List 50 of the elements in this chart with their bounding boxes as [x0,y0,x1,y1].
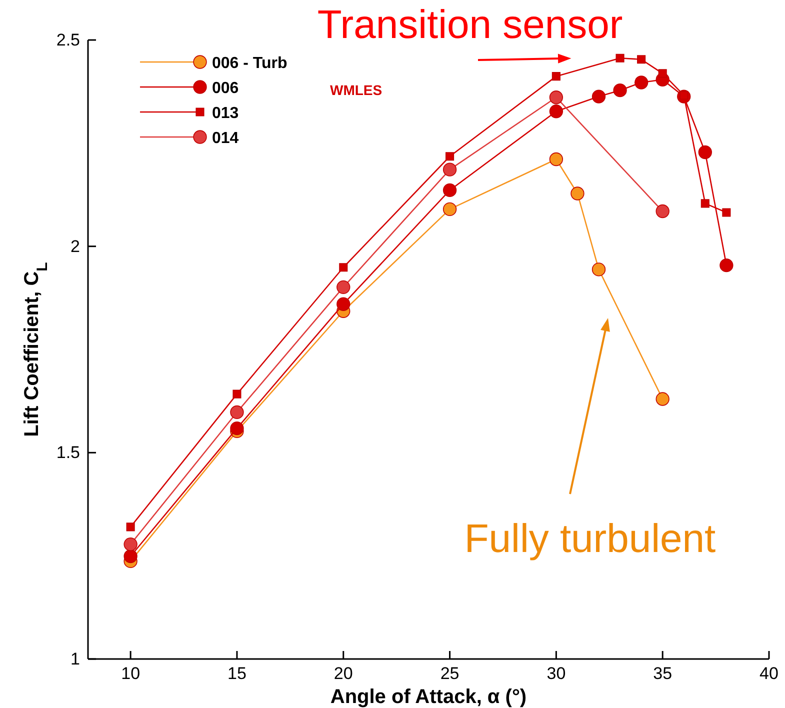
point [570,186,584,200]
point [442,183,457,198]
point [698,145,712,160]
annotation: Fully turbulent [464,517,716,561]
point [124,549,138,564]
x-tick-label: 40 [760,664,778,684]
point [634,76,648,90]
legend-label: 014 [212,130,239,147]
x-tick-label: 35 [653,664,672,684]
x-tick-label: 15 [228,664,246,684]
point [613,84,627,98]
point [230,422,244,436]
x-axis-title: Angle of Attack, α (°) [330,686,527,708]
x-tick-label: 20 [334,664,353,684]
legend-label: 006 [212,80,239,97]
point [446,152,454,161]
x-tick-label: 10 [121,664,140,684]
point [339,263,348,272]
point [720,258,734,272]
point [230,405,244,420]
legend-label: 013 [212,105,239,122]
point [336,297,350,311]
x-tick-label: 25 [440,664,460,684]
point [549,90,564,104]
point [126,522,135,532]
y-tick-label: 1 [70,649,80,668]
point [658,69,667,78]
point [549,104,564,118]
point [336,280,350,294]
point [656,204,670,218]
point [592,262,606,276]
y-tick-label: 2.5 [56,30,80,50]
point [637,55,646,64]
point [616,54,624,62]
point [700,199,710,208]
annotation: WMLES [330,82,382,98]
point [442,162,457,176]
point [592,90,606,104]
y-tick-label: 1.5 [56,443,80,462]
point [656,392,670,406]
annotation: Transition sensor [317,3,623,47]
point [124,537,138,552]
point [552,72,560,81]
x-tick-label: 30 [546,664,566,684]
point [232,390,242,398]
point [549,152,564,166]
legend-label: 006 - Turb [212,55,288,72]
point [722,208,731,217]
point [442,202,457,216]
y-tick-label: 2 [70,236,80,256]
